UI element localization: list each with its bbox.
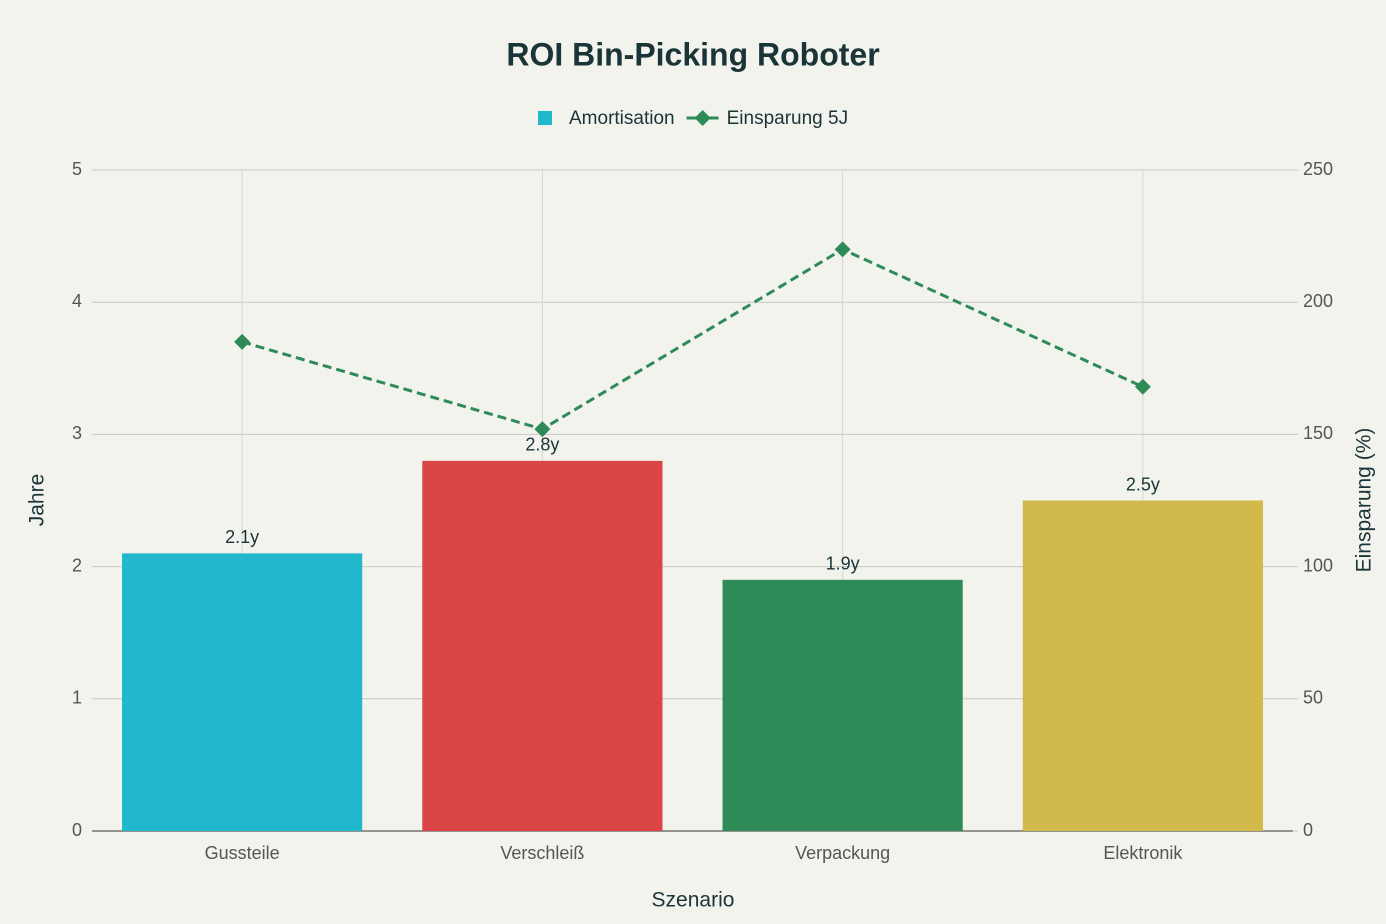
y2-tick-label: 0: [1303, 820, 1313, 840]
bar: [422, 460, 663, 831]
x-axis-title: Szenario: [652, 889, 735, 912]
value-label: 1.9y: [826, 554, 860, 574]
line: [241, 247, 1144, 431]
y2-tick-label: 100: [1303, 555, 1333, 575]
y-axis-title: Jahre: [26, 474, 49, 527]
chart-title: ROI Bin-Picking Roboter: [506, 36, 879, 72]
y-tick-label: 5: [72, 159, 82, 179]
legend-label: Amortisation: [569, 108, 675, 129]
bar: [722, 579, 963, 831]
value-label: 2.1y: [225, 527, 259, 547]
y2-tick-label: 150: [1303, 423, 1333, 443]
y2-axis-title: Einsparung (%): [1353, 428, 1376, 573]
x-tick-label: Gussteile: [205, 843, 280, 863]
y-tick-label: 3: [72, 423, 82, 443]
marker: [834, 241, 851, 258]
y-tick-label: 0: [72, 820, 82, 840]
marker: [234, 333, 251, 350]
marker: [1134, 378, 1151, 395]
legend-label: Einsparung 5J: [727, 108, 848, 129]
y2-tick-label: 200: [1303, 291, 1333, 311]
bar: [122, 553, 363, 831]
x-tick-label: Verpackung: [795, 843, 890, 863]
legend-marker: [694, 110, 711, 126]
value-label: 2.8y: [525, 435, 559, 455]
y2-tick-label: 250: [1303, 159, 1333, 179]
bar: [1022, 500, 1263, 831]
marker: [534, 421, 551, 438]
y-tick-label: 4: [72, 291, 82, 311]
x-tick-label: Elektronik: [1103, 843, 1183, 863]
y-tick-label: 2: [72, 555, 82, 575]
y-tick-label: 1: [72, 688, 82, 708]
value-label: 2.5y: [1126, 474, 1160, 494]
x-tick-label: Verschleiß: [500, 843, 584, 863]
legend-swatch: [538, 111, 552, 125]
y2-tick-label: 50: [1303, 688, 1323, 708]
